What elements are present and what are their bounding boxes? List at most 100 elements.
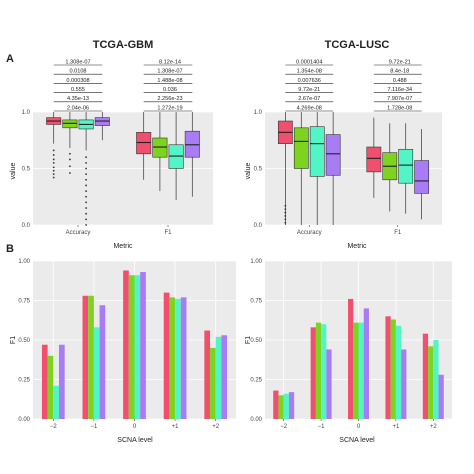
- bar: [310, 327, 316, 419]
- bar: [438, 374, 444, 419]
- outlier-point: [52, 154, 55, 156]
- panel-label-a: A: [6, 53, 14, 65]
- y-tick-label: 0.5: [22, 167, 31, 173]
- outlier-point: [52, 173, 55, 176]
- box: [152, 137, 168, 158]
- bar: [140, 272, 146, 419]
- p-value-label: 0.036: [163, 87, 177, 93]
- bar: [93, 327, 100, 419]
- p-value-label: 1.728e-08: [387, 105, 412, 111]
- outlier-point: [85, 218, 87, 221]
- bar: [215, 336, 222, 419]
- p-value-label: 1.308e-07: [65, 59, 90, 65]
- box: [168, 144, 184, 169]
- y-tick-label: 0.00: [18, 417, 30, 423]
- box: [325, 134, 341, 176]
- chart-title-lusc: TCGA-LUSC: [325, 39, 390, 51]
- box: [94, 117, 110, 126]
- p-value-label: 2.04e-06: [67, 105, 89, 111]
- p-value-label: 1.488e-08: [157, 78, 182, 84]
- bar: [41, 344, 48, 419]
- box: [398, 148, 414, 184]
- p-value-label: 0.0001404: [296, 59, 322, 65]
- p-value-label: 9.72e-21: [298, 87, 320, 93]
- bar: [422, 333, 429, 419]
- x-tick-label: −1: [318, 424, 326, 430]
- box: [293, 127, 309, 169]
- box: [136, 132, 152, 155]
- x-tick-label: +2: [212, 424, 220, 430]
- bar: [163, 292, 170, 419]
- p-value-label: 4.35e-13: [67, 96, 89, 102]
- x-axis-label-lusc: Metric: [347, 243, 367, 250]
- p-value-label: 0.488: [393, 78, 407, 84]
- p-value-label: 8.4e-18: [390, 69, 409, 75]
- outlier-point: [52, 169, 55, 172]
- bar: [363, 308, 369, 419]
- y-tick-label: 1.0: [254, 110, 263, 116]
- bar: [288, 392, 295, 419]
- y-tick-label: 1.0: [22, 110, 31, 116]
- bar: [123, 270, 129, 419]
- outlier-point: [284, 218, 287, 221]
- x-tick-label: Accuracy: [66, 230, 91, 236]
- p-value-label: 2.67e-07: [298, 96, 320, 102]
- outlier-point: [69, 152, 71, 155]
- y-tick-label: 0.00: [250, 417, 262, 423]
- bar: [47, 355, 54, 419]
- barchart-gbm: 0.00 0.25 0.50 0.75 1.00 −2 −1 0 +1 +2: [18, 259, 236, 430]
- outlier-point: [284, 221, 287, 224]
- y-axis-label-bar-gbm: F1: [10, 336, 17, 344]
- y-tick-label: 0.25: [250, 378, 262, 384]
- x-tick-label: Accuracy: [297, 230, 322, 236]
- outlier-point: [85, 201, 87, 204]
- p-value-label: 2.256e-23: [157, 96, 182, 102]
- p-value-label: 1.308e-07: [157, 69, 182, 75]
- outlier-point: [85, 161, 87, 164]
- bar: [395, 325, 402, 419]
- outlier-point: [69, 172, 71, 174]
- x-tick-label: −2: [50, 424, 58, 430]
- box: [309, 126, 325, 177]
- y-axis-label-gbm: value: [10, 163, 17, 180]
- outlier-point: [85, 207, 87, 209]
- outlier-point: [85, 212, 87, 215]
- bar: [180, 297, 187, 419]
- y-axis-label-bar-lusc: F1: [245, 336, 252, 344]
- bar: [390, 319, 396, 419]
- bar: [88, 295, 94, 419]
- y-tick-label: 0.0: [254, 223, 263, 229]
- outlier-point: [85, 178, 87, 181]
- outlier-point: [52, 166, 55, 169]
- outlier-point: [85, 224, 87, 226]
- y-axis-label-lusc: value: [245, 163, 252, 180]
- bar: [433, 340, 439, 419]
- x-tick-label: −2: [280, 424, 288, 430]
- bar: [134, 275, 141, 419]
- bar: [385, 316, 391, 419]
- outlier-point: [85, 195, 87, 198]
- outlier-point: [85, 173, 87, 176]
- boxplot-gbm: 0.0 0.5 1.0 Accuracy F1 2.04e-06 4.35e-13 0.555…: [22, 59, 213, 236]
- box: [62, 119, 78, 129]
- p-value-label: 0.555: [71, 87, 85, 93]
- y-tick-label: 0.50: [18, 338, 30, 344]
- x-tick-label: F1: [394, 230, 402, 236]
- bar: [58, 344, 65, 419]
- x-tick-label: 0: [133, 424, 137, 430]
- x-tick-label: +2: [430, 424, 438, 430]
- outlier-point: [85, 156, 87, 159]
- outlier-point: [284, 215, 287, 217]
- box: [414, 160, 430, 194]
- outlier-point: [85, 184, 87, 187]
- bar: [210, 347, 216, 419]
- p-value-label: 9.72e-21: [389, 59, 411, 65]
- y-tick-label: 1.00: [18, 259, 30, 265]
- bar: [326, 349, 332, 419]
- outlier-point: [284, 208, 287, 211]
- bar: [321, 324, 327, 419]
- p-value-label: 0.007636: [298, 78, 321, 84]
- p-value-label: 1.272e-19: [157, 105, 182, 111]
- bar: [353, 322, 359, 419]
- bar: [283, 393, 289, 419]
